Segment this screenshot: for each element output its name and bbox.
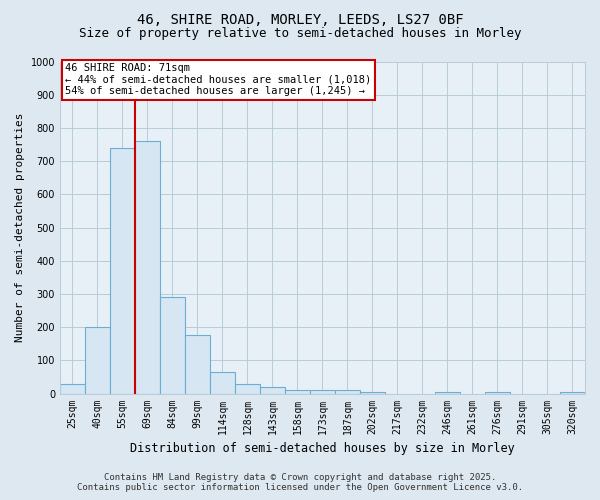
- Text: Contains HM Land Registry data © Crown copyright and database right 2025.
Contai: Contains HM Land Registry data © Crown c…: [77, 473, 523, 492]
- Bar: [210, 372, 235, 394]
- Bar: [135, 141, 160, 394]
- Bar: [335, 390, 360, 394]
- Bar: [185, 336, 210, 394]
- Y-axis label: Number of semi-detached properties: Number of semi-detached properties: [15, 113, 25, 342]
- Bar: [260, 387, 285, 394]
- Bar: [60, 384, 85, 394]
- Text: 46, SHIRE ROAD, MORLEY, LEEDS, LS27 0BF: 46, SHIRE ROAD, MORLEY, LEEDS, LS27 0BF: [137, 12, 463, 26]
- Bar: [560, 392, 585, 394]
- Bar: [235, 384, 260, 394]
- Bar: [160, 298, 185, 394]
- Bar: [285, 390, 310, 394]
- Bar: [485, 392, 510, 394]
- Bar: [435, 392, 460, 394]
- Bar: [110, 148, 135, 394]
- Bar: [310, 390, 335, 394]
- Text: Size of property relative to semi-detached houses in Morley: Size of property relative to semi-detach…: [79, 28, 521, 40]
- Bar: [85, 327, 110, 394]
- Text: 46 SHIRE ROAD: 71sqm
← 44% of semi-detached houses are smaller (1,018)
54% of se: 46 SHIRE ROAD: 71sqm ← 44% of semi-detac…: [65, 63, 371, 96]
- X-axis label: Distribution of semi-detached houses by size in Morley: Distribution of semi-detached houses by …: [130, 442, 515, 455]
- Bar: [360, 392, 385, 394]
